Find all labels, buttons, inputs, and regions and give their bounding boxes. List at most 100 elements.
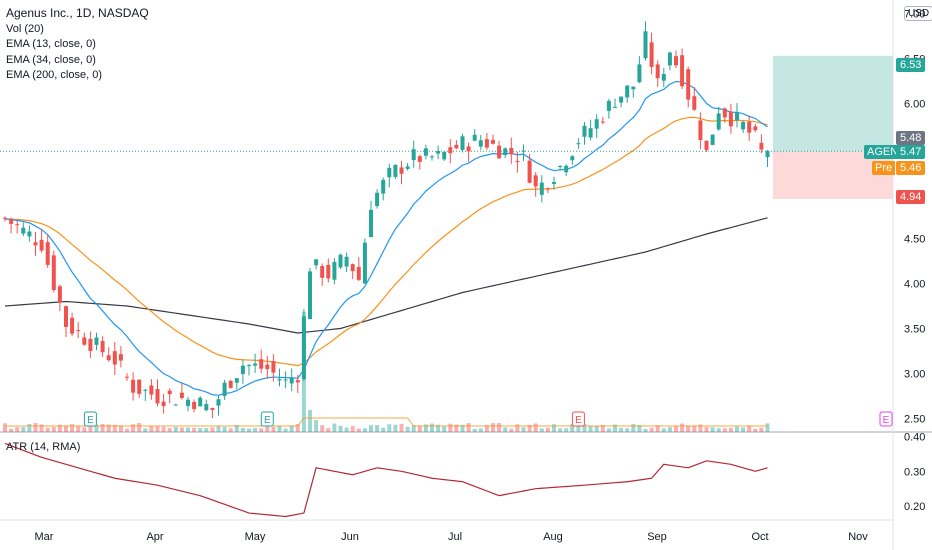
candle — [674, 56, 678, 66]
volume-bar — [747, 425, 752, 432]
earnings-marker-label: E — [575, 415, 582, 426]
candle — [600, 121, 605, 123]
volume-bar — [539, 428, 544, 432]
earnings-marker-label: E — [883, 415, 890, 426]
volume-bar — [167, 428, 172, 432]
candle — [362, 242, 367, 284]
volume-bar — [698, 424, 703, 432]
legend-vol[interactable]: Vol (20) — [6, 22, 44, 35]
candle — [320, 265, 325, 278]
volume-bar — [564, 428, 569, 432]
candle — [539, 182, 544, 195]
volume-bar — [735, 426, 739, 432]
volume-bar — [527, 425, 532, 432]
candle — [277, 379, 282, 381]
time-tick-label: Aug — [543, 531, 563, 543]
volume-bar — [137, 423, 142, 432]
volume-bar — [88, 424, 93, 432]
volume-bar — [399, 423, 404, 432]
volume-bar — [423, 424, 428, 432]
time-tick-label: Jun — [341, 531, 359, 543]
volume-bar — [179, 427, 184, 432]
candle — [460, 136, 465, 150]
candle — [735, 112, 739, 121]
volume-bar — [674, 426, 678, 432]
candle — [265, 364, 270, 370]
candle — [338, 254, 343, 268]
candle — [118, 354, 123, 361]
candle — [350, 264, 355, 272]
volume-bar — [661, 428, 666, 432]
volume-bar — [350, 426, 355, 432]
legend-ema200[interactable]: EMA (200, close, 0) — [6, 69, 102, 81]
candle — [631, 86, 636, 90]
legend-ema34[interactable]: EMA (34, close, 0) — [6, 53, 96, 66]
volume-bar — [186, 427, 190, 432]
volume-bar — [619, 428, 624, 432]
volume-bar — [704, 426, 709, 432]
candle — [149, 385, 154, 395]
candle — [137, 379, 142, 394]
candle — [369, 209, 373, 238]
candle — [582, 125, 587, 137]
candle — [680, 55, 685, 87]
candle — [295, 380, 300, 383]
candle — [247, 365, 251, 367]
volume-bar — [161, 426, 166, 432]
volume-bar — [631, 424, 636, 432]
legend-ema13[interactable]: EMA (13, close, 0) — [6, 38, 96, 50]
candle — [411, 149, 416, 161]
volume-bar — [710, 427, 715, 432]
candle — [234, 378, 239, 383]
candle — [228, 380, 233, 388]
time-tick-label: Apr — [146, 531, 163, 543]
volume-bar — [100, 423, 105, 432]
atr-tick-label: 0.30 — [904, 466, 925, 478]
candle — [484, 139, 489, 148]
candle — [179, 392, 184, 398]
candle — [326, 264, 331, 279]
volume-bar — [344, 427, 349, 432]
volume-bar — [655, 425, 660, 432]
volume-bar — [649, 427, 654, 432]
volume-bar — [515, 424, 520, 432]
volume-bar — [680, 423, 685, 432]
ema200-line — [4, 217, 768, 334]
volume-bar — [15, 427, 20, 432]
volume-bar — [722, 428, 727, 432]
candle — [503, 148, 508, 155]
volume-bar — [314, 420, 319, 432]
volume-bar — [155, 426, 160, 432]
volume-bar — [64, 425, 68, 432]
time-tick-label: Sep — [647, 531, 667, 543]
candle — [728, 111, 733, 127]
volume-bar — [637, 424, 642, 432]
candle — [51, 255, 56, 291]
volume-bar — [131, 424, 136, 432]
candle — [308, 271, 312, 320]
volume-bar — [558, 428, 563, 432]
volume-bar — [356, 428, 361, 432]
volume-bar — [326, 428, 331, 432]
volume-bar — [533, 423, 538, 432]
price-tick-label: 4.00 — [904, 279, 925, 291]
volume-bar — [240, 427, 245, 432]
candle — [210, 407, 215, 410]
candle — [491, 139, 495, 144]
candle — [698, 120, 703, 141]
candle — [613, 106, 617, 108]
earnings-marker — [571, 411, 585, 427]
currency-button[interactable]: USD — [904, 6, 932, 21]
atr-legend[interactable]: ATR (14, RMA) — [6, 441, 81, 453]
candle — [344, 256, 349, 267]
candle — [70, 317, 75, 334]
candle — [45, 242, 50, 265]
candle — [173, 404, 178, 406]
volume-bar — [759, 427, 764, 432]
candle — [588, 128, 593, 138]
price-tick-label: 6.00 — [904, 99, 925, 111]
candle — [143, 389, 148, 391]
earnings-marker — [879, 411, 893, 427]
candle — [625, 85, 630, 98]
